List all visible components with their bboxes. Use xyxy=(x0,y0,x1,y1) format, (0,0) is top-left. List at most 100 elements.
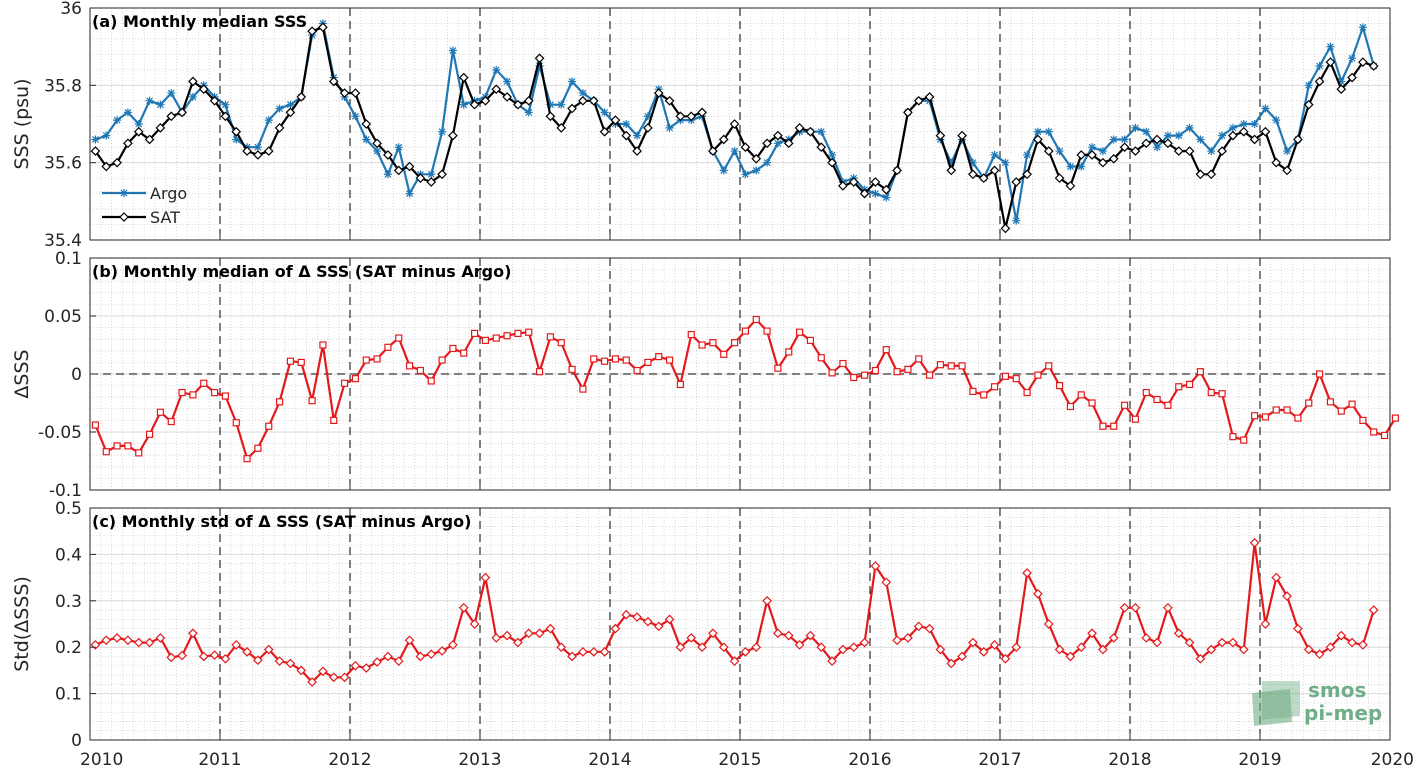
data-point xyxy=(1066,402,1075,411)
data-point xyxy=(881,577,892,588)
data-point xyxy=(1142,388,1150,397)
data-point xyxy=(653,621,664,632)
data-point xyxy=(188,628,198,639)
data-point xyxy=(1000,653,1011,664)
data-point xyxy=(1283,147,1292,156)
data-point xyxy=(491,84,502,95)
data-point xyxy=(794,123,805,133)
data-point xyxy=(242,646,252,657)
data-point xyxy=(870,561,881,571)
data-point xyxy=(426,177,437,187)
data-point xyxy=(415,173,426,183)
data-point xyxy=(860,371,869,379)
data-point xyxy=(892,165,902,176)
data-point xyxy=(1218,131,1227,140)
data-point xyxy=(502,630,512,641)
data-point xyxy=(513,99,523,110)
data-point xyxy=(318,22,328,33)
data-point xyxy=(1368,605,1379,615)
data-point xyxy=(1022,568,1032,578)
data-point xyxy=(698,341,706,349)
data-point xyxy=(210,388,219,397)
data-point xyxy=(1173,628,1184,639)
data-point xyxy=(913,621,924,632)
data-point xyxy=(946,658,957,669)
data-point xyxy=(989,165,1000,176)
data-point xyxy=(513,637,523,648)
ytick-label: 35.4 xyxy=(44,231,82,251)
data-point xyxy=(438,127,447,136)
data-point xyxy=(904,365,912,373)
data-point xyxy=(958,362,966,370)
data-point xyxy=(957,130,967,141)
data-point xyxy=(763,158,772,167)
data-point xyxy=(1043,619,1054,629)
data-point xyxy=(783,630,794,641)
data-point xyxy=(1098,157,1108,168)
data-point xyxy=(188,76,198,87)
data-point xyxy=(1022,169,1032,180)
data-point xyxy=(198,84,209,95)
data-point xyxy=(404,635,415,646)
data-point xyxy=(124,442,132,450)
data-point xyxy=(91,135,100,144)
data-point xyxy=(1206,169,1217,180)
data-point xyxy=(362,135,371,144)
data-point xyxy=(254,444,262,452)
data-point xyxy=(859,637,870,648)
data-point xyxy=(232,419,240,427)
data-point xyxy=(1152,637,1162,648)
data-point xyxy=(231,640,242,650)
data-point xyxy=(188,92,197,101)
plot-area xyxy=(90,508,1390,740)
data-point xyxy=(135,449,143,457)
data-point xyxy=(622,120,631,128)
data-point xyxy=(762,138,772,149)
data-point xyxy=(113,442,121,450)
data-point xyxy=(123,138,133,149)
data-point xyxy=(189,391,197,399)
data-point xyxy=(785,348,793,356)
data-point xyxy=(144,134,155,145)
data-point xyxy=(1196,135,1205,144)
data-point xyxy=(990,150,999,159)
data-point xyxy=(924,623,935,634)
ytick-label: 35.8 xyxy=(44,76,82,96)
data-point xyxy=(167,89,176,98)
data-point xyxy=(253,655,263,666)
data-point xyxy=(1000,223,1011,234)
data-point xyxy=(1250,120,1259,128)
data-point xyxy=(1239,120,1248,128)
data-point xyxy=(947,362,955,370)
panel-a: 35.4 35.6 35.8 36 SSS (psu) (a) Monthly media… xyxy=(11,0,1391,251)
data-point xyxy=(144,637,155,648)
logo-shape-front xyxy=(1252,689,1292,726)
data-point xyxy=(752,315,760,324)
data-point xyxy=(351,112,360,121)
data-point xyxy=(1282,591,1292,602)
data-point xyxy=(1120,401,1129,409)
data-point xyxy=(200,379,208,387)
data-point xyxy=(557,100,566,109)
data-point xyxy=(523,95,534,106)
data-point xyxy=(655,353,663,361)
data-point xyxy=(1195,653,1206,664)
data-point xyxy=(590,355,598,363)
data-point xyxy=(393,656,404,666)
data-point xyxy=(1087,628,1097,639)
data-point xyxy=(729,656,740,666)
data-point xyxy=(523,628,534,639)
data-point xyxy=(633,131,642,140)
data-point xyxy=(405,189,414,198)
data-point xyxy=(503,332,511,340)
data-point xyxy=(1261,413,1270,421)
data-point xyxy=(1054,644,1065,655)
data-point xyxy=(1012,375,1020,383)
smos-pi-mep-logo: smos pi-mep xyxy=(1252,678,1382,726)
data-point xyxy=(469,619,480,629)
panels: 35.4 35.6 35.8 36 SSS (psu) (a) Monthly media… xyxy=(11,0,1414,768)
data-point xyxy=(1141,138,1152,149)
data-point xyxy=(632,146,642,156)
data-point xyxy=(459,100,468,109)
data-point xyxy=(221,100,230,109)
